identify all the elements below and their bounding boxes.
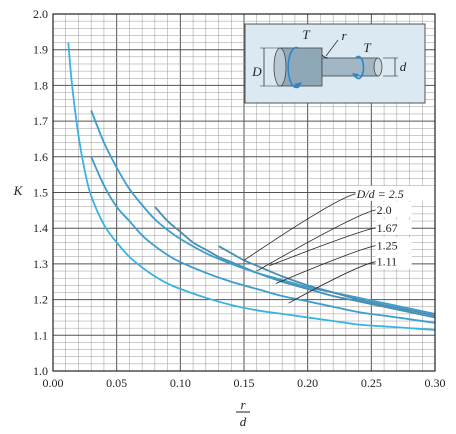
x-tick-label: 0.00 xyxy=(43,376,64,390)
x-axis-label-denominator: d xyxy=(240,414,247,429)
legend-label: D/d = 2.5 xyxy=(356,187,404,201)
y-tick-label: 1.1 xyxy=(33,328,48,342)
legend-label-background xyxy=(375,253,412,269)
inset-shaft-large-end xyxy=(273,47,287,87)
x-tick-label: 0.15 xyxy=(234,376,255,390)
legend-leader-line xyxy=(288,261,376,304)
inset-shaft-small xyxy=(321,57,379,77)
y-tick-label: 1.5 xyxy=(33,186,48,200)
legend-label-background xyxy=(355,185,436,201)
y-tick-label: 1.0 xyxy=(33,364,48,378)
inset-label-T-left: T xyxy=(302,27,310,42)
grid xyxy=(52,13,436,372)
inset-torque-arrow-right xyxy=(355,55,365,80)
y-axis-label: K xyxy=(13,183,24,198)
legend-label: 1.11 xyxy=(377,255,398,269)
legend-label: 1.25 xyxy=(377,239,398,253)
legend: D/d = 2.5 2.0 1.67 1.25 1.11 xyxy=(243,185,436,304)
inset-label-T-right: T xyxy=(363,40,371,55)
inset-torque-arrow-right-head xyxy=(352,73,359,78)
inset-shaft-large xyxy=(279,47,323,87)
legend-label: 2.0 xyxy=(377,203,392,217)
legend-label: 1.67 xyxy=(377,221,398,235)
inset-label-D: D xyxy=(251,64,262,79)
inset-torque-arrow-left xyxy=(287,46,299,89)
legend-leader-line xyxy=(269,227,376,267)
y-tick-label: 1.2 xyxy=(33,293,48,307)
inset-shaft-small-end xyxy=(373,57,383,77)
inset-label-d: d xyxy=(400,59,407,74)
curve-1.25 xyxy=(90,156,436,324)
inset-label-r: r xyxy=(341,28,347,43)
x-tick-label: 0.25 xyxy=(361,376,382,390)
inset-fillet xyxy=(321,54,329,59)
y-tick-label: 1.9 xyxy=(33,43,48,57)
plot-frame xyxy=(52,13,436,372)
x-axis-label-numerator: r xyxy=(240,397,246,412)
x-tick-label: 0.10 xyxy=(170,376,191,390)
x-tick-label: 0.20 xyxy=(297,376,318,390)
legend-label-background xyxy=(375,201,412,217)
curve-1.67 xyxy=(218,245,436,317)
legend-leader-line xyxy=(243,193,356,261)
x-tick-label: 0.05 xyxy=(106,376,127,390)
y-tick-label: 2.0 xyxy=(33,7,48,21)
curve-2.0 xyxy=(90,110,436,315)
y-tick-label: 1.6 xyxy=(33,150,48,164)
x-axis-label: r d xyxy=(236,397,250,429)
y-tick-label: 1.8 xyxy=(33,78,48,92)
legend-leader-line xyxy=(256,209,376,272)
y-tick-label: 1.4 xyxy=(33,221,48,235)
tick-labels: 0.00 0.05 0.10 0.15 0.20 0.25 0.30 1.0 1.1 1.2 1.3… xyxy=(33,7,446,390)
x-tick-label: 0.30 xyxy=(425,376,446,390)
curves xyxy=(67,42,436,331)
legend-label-background xyxy=(375,219,412,235)
curve-1.11 xyxy=(67,42,436,331)
legend-label-background xyxy=(375,237,412,253)
y-tick-label: 1.7 xyxy=(33,114,48,128)
inset-diagram: T r T D d xyxy=(244,23,426,104)
inset-torque-arrow-left-head xyxy=(294,82,302,88)
inset-fillet-leader xyxy=(325,39,339,57)
legend-leader-line xyxy=(275,245,376,284)
y-tick-label: 1.3 xyxy=(33,257,48,271)
